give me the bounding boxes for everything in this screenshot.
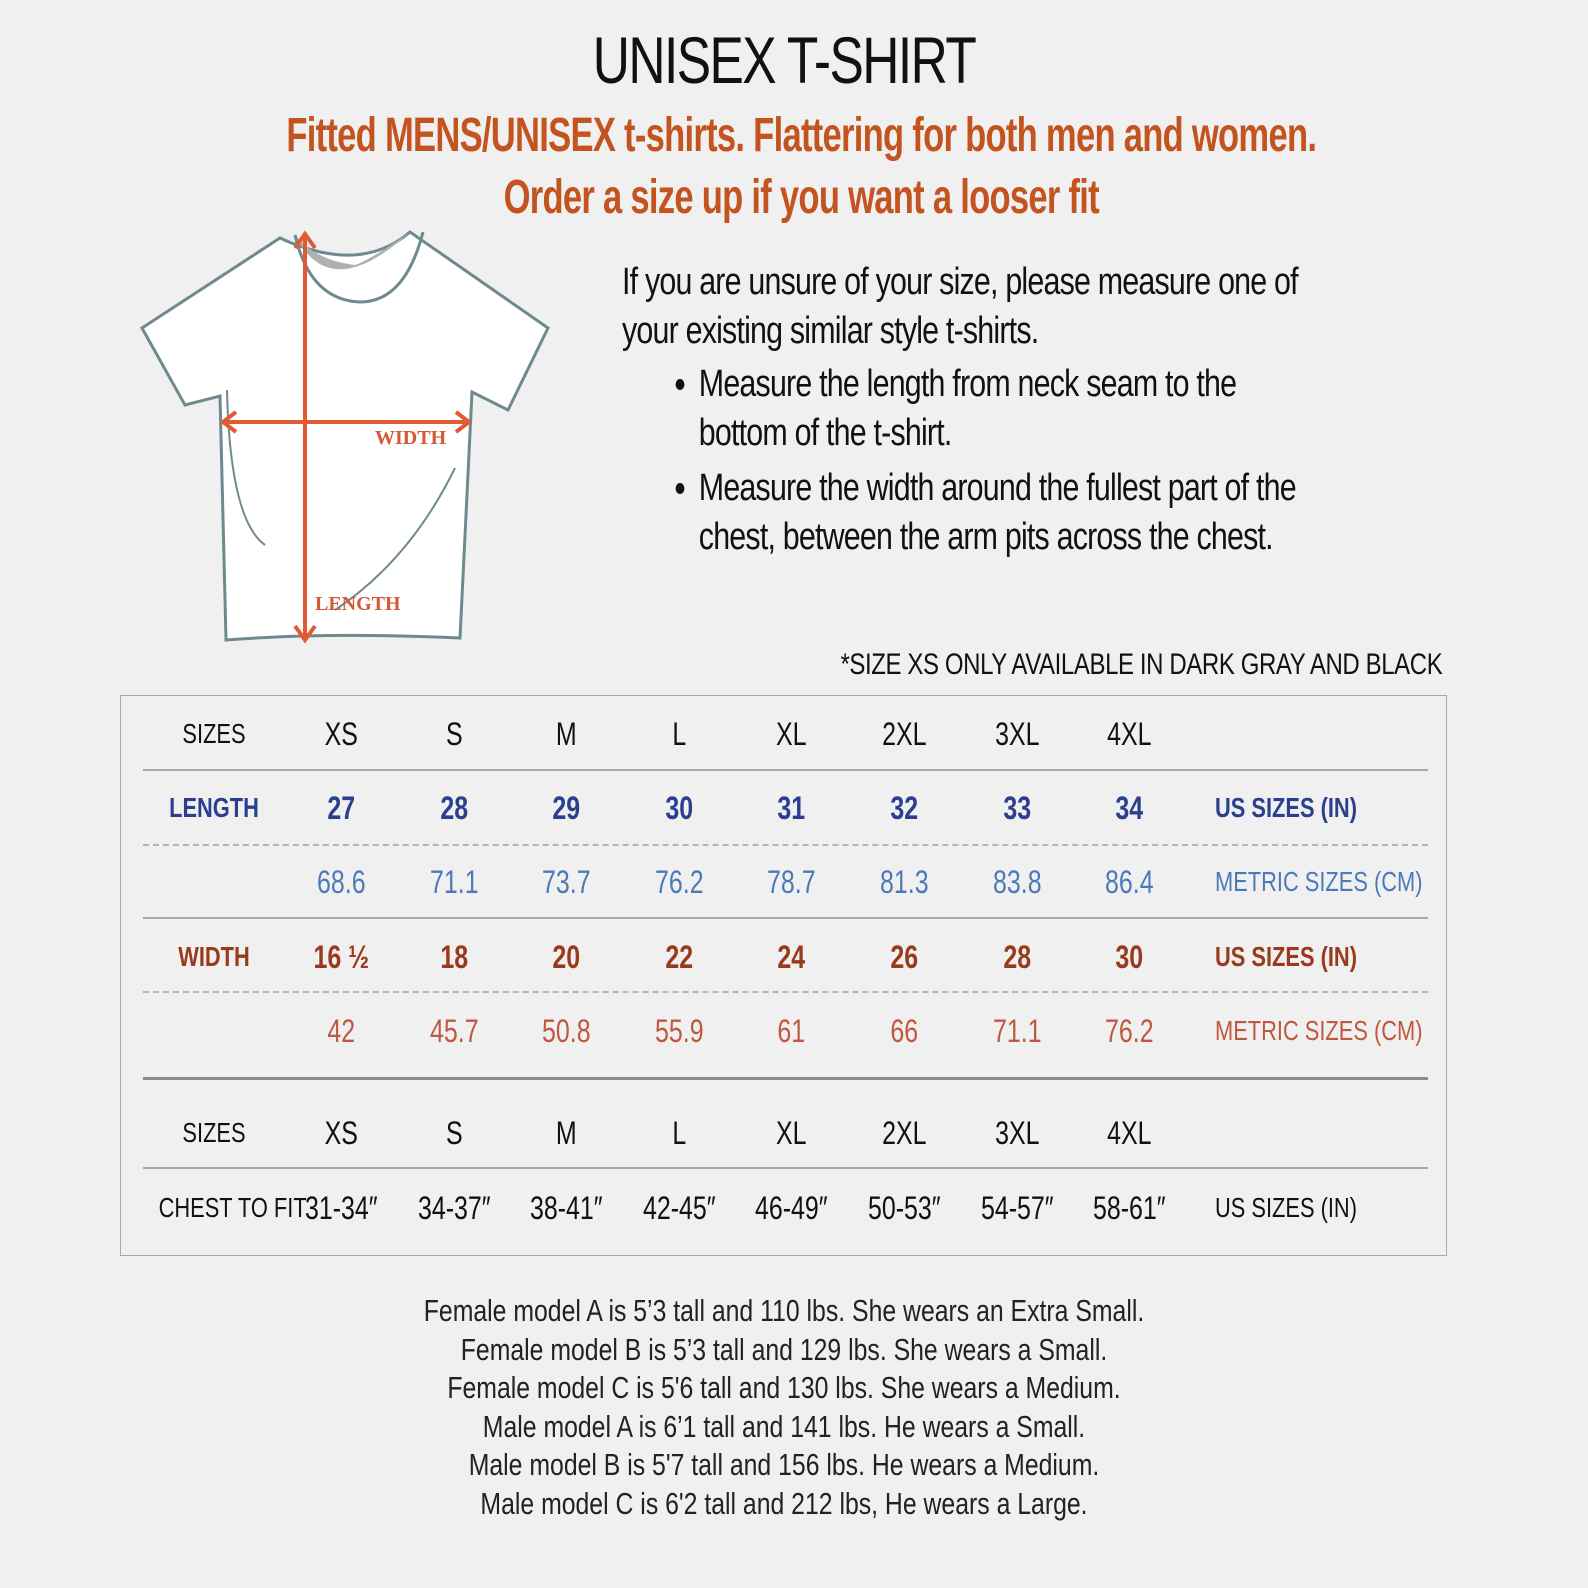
unit-label: METRIC SIZES (CM) (1214, 1015, 1423, 1046)
divider (143, 991, 1428, 993)
size-header: XL (776, 1114, 807, 1151)
instruction-bullet: Measure the length from neck seam to the… (699, 360, 1310, 458)
cell: 76.2 (654, 863, 704, 900)
cell: 71.1 (992, 1012, 1042, 1049)
chest-row: CHEST TO FIT 31-34″ 34-37″ 38-41″ 42-45″… (143, 1186, 1428, 1230)
cell: 24 (777, 938, 806, 975)
unit-label: US SIZES (IN) (1214, 941, 1357, 972)
size-header: L (672, 715, 687, 752)
cell: 81.3 (879, 863, 929, 900)
cell: 31 (777, 789, 806, 826)
row-label: LENGTH (169, 792, 259, 823)
size-header: 2XL (882, 715, 927, 752)
cell: 76.2 (1105, 1012, 1154, 1049)
cell: 34 (1115, 789, 1144, 826)
cell: 45.7 (429, 1012, 479, 1049)
size-header: S (445, 1114, 463, 1151)
row-label: CHEST TO FIT (158, 1192, 307, 1223)
divider (143, 1077, 1428, 1080)
cell: 30 (665, 789, 693, 826)
unit-label: US SIZES (IN) (1214, 792, 1357, 823)
size-header: 4XL (1107, 715, 1152, 752)
model-line: Male model A is 6’1 tall and 141 lbs. He… (482, 1408, 1086, 1444)
cell: 29 (552, 789, 581, 826)
size-header: 3XL (994, 1114, 1040, 1151)
sizes-header-row-2: SIZES XS S M L XL 2XL 3XL 4XL (143, 1111, 1428, 1155)
cell: 22 (665, 938, 693, 975)
width-label: WIDTH (375, 427, 447, 449)
availability-note: *SIZE XS ONLY AVAILABLE IN DARK GRAY AND… (840, 648, 1442, 681)
row-label: WIDTH (178, 941, 250, 972)
cell: 18 (440, 938, 468, 975)
cell: 50.8 (542, 1012, 591, 1049)
cell: 30 (1115, 938, 1144, 975)
divider (143, 1167, 1428, 1169)
cell: 28 (440, 789, 468, 826)
unit-label: US SIZES (IN) (1214, 1192, 1357, 1223)
cell: 73.7 (542, 863, 591, 900)
cell: 46-49″ (755, 1189, 829, 1226)
cell: 61 (777, 1012, 806, 1049)
model-line: Male model B is 5'7 tall and 156 lbs. He… (468, 1447, 1100, 1483)
cell: 78.7 (767, 863, 816, 900)
cell: 55.9 (654, 1012, 704, 1049)
instruction-bullet: Measure the width around the fullest par… (699, 464, 1310, 562)
row-label: SIZES (182, 718, 246, 749)
row-label: SIZES (182, 1117, 246, 1148)
length-us-row: LENGTH 27 28 29 30 31 32 33 34 US SIZES … (143, 786, 1428, 830)
measuring-instructions: If you are unsure of your size, please m… (622, 258, 1310, 568)
size-header: 4XL (1107, 1114, 1152, 1151)
size-header: 2XL (882, 1114, 927, 1151)
model-line: Male model C is 6'2 tall and 212 lbs, He… (480, 1485, 1088, 1521)
cell: 26 (890, 938, 919, 975)
divider (143, 769, 1428, 771)
cell: 71.1 (429, 863, 479, 900)
model-line: Female model A is 5’3 tall and 110 lbs. … (423, 1293, 1145, 1328)
size-header: L (672, 1114, 687, 1151)
size-header: XS (324, 715, 358, 752)
size-table (120, 695, 1447, 1256)
model-line: Female model C is 5'6 tall and 130 lbs. … (447, 1370, 1121, 1406)
cell: 68.6 (317, 863, 366, 900)
subtitle-line-2: Order a size up if you want a looser fit (503, 171, 1100, 224)
model-info: Female model A is 5’3 tall and 110 lbs. … (157, 1292, 1411, 1524)
cell: 66 (890, 1012, 919, 1049)
unit-label: METRIC SIZES (CM) (1214, 866, 1423, 897)
cell: 54-57″ (980, 1189, 1054, 1226)
cell: 83.8 (992, 863, 1042, 900)
cell: 16 ½ (313, 938, 370, 975)
cell: 20 (552, 938, 581, 975)
size-header: XL (776, 715, 807, 752)
divider (143, 844, 1428, 846)
length-label: LENGTH (315, 593, 401, 615)
cell: 33 (1002, 789, 1031, 826)
cell: 50-53″ (867, 1189, 941, 1226)
cell: 58-61″ (1093, 1189, 1166, 1226)
instructions-intro: If you are unsure of your size, please m… (622, 261, 1299, 352)
tshirt-measurement-diagram: WIDTH LENGTH (140, 230, 550, 644)
size-header: XS (324, 1114, 358, 1151)
cell: 34-37″ (417, 1189, 491, 1226)
cell: 32 (890, 789, 919, 826)
width-metric-row: 42 45.7 50.8 55.9 61 66 71.1 76.2 METRIC… (143, 1009, 1428, 1053)
cell: 86.4 (1105, 863, 1154, 900)
cell: 42 (327, 1012, 356, 1049)
width-us-row: WIDTH 16 ½ 18 20 22 24 26 28 30 US SIZES… (143, 935, 1428, 979)
page-title: UNISEX T-SHIRT (592, 23, 977, 97)
cell: 31-34″ (304, 1189, 378, 1226)
cell: 28 (1002, 938, 1031, 975)
divider (143, 917, 1428, 919)
subtitle-line-1: Fitted MENS/UNISEX t-shirts. Flattering … (286, 109, 1317, 162)
size-header: M (556, 1114, 577, 1151)
model-line: Female model B is 5’3 tall and 129 lbs. … (460, 1331, 1108, 1367)
length-metric-row: 68.6 71.1 73.7 76.2 78.7 81.3 83.8 86.4 … (143, 860, 1428, 904)
cell: 27 (327, 789, 356, 826)
size-header: 3XL (994, 715, 1040, 752)
size-header: M (556, 715, 577, 752)
cell: 38-41″ (530, 1189, 603, 1226)
sizes-header-row: SIZES XS S M L XL 2XL 3XL 4XL (143, 712, 1428, 756)
cell: 42-45″ (642, 1189, 716, 1226)
size-header: S (445, 715, 463, 752)
